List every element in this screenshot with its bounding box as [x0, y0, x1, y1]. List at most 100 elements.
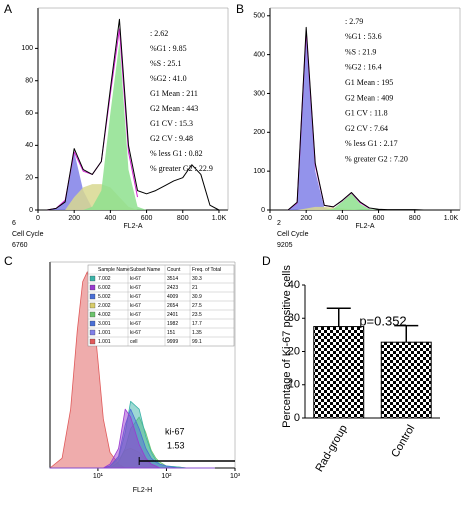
stat-line: %G1 : 9.85 — [150, 44, 187, 53]
x-tick-label: 400 — [337, 215, 349, 222]
stat-line: G2 CV : 7.64 — [345, 124, 388, 133]
x-tick-label: 10² — [161, 473, 172, 480]
table-cell: ki-67 — [130, 321, 141, 327]
bar — [380, 341, 432, 419]
stat-line: G1 CV : 15.3 — [150, 119, 193, 128]
x-tick-label: 0 — [268, 215, 272, 222]
table-cell: 30.9 — [192, 294, 202, 300]
table-swatch — [89, 275, 96, 282]
panel-note: 2 — [277, 220, 281, 227]
y-tick-label: 20 — [288, 345, 300, 357]
table-swatch — [89, 302, 96, 309]
y-tick-label: 200 — [253, 129, 265, 136]
table-cell: 99.1 — [192, 339, 202, 345]
y-tick-label: 80 — [25, 78, 33, 85]
x-tick-label: 10³ — [230, 473, 241, 480]
x-tick-label: 10¹ — [93, 473, 104, 480]
table-cell: 27.5 — [192, 303, 202, 309]
stat-line: G2 CV : 9.48 — [150, 134, 193, 143]
stat-line: % greater G2 : 7.20 — [345, 155, 408, 164]
table-cell: ki-67 — [130, 285, 141, 291]
stat-line: %S : 21.9 — [345, 47, 376, 56]
x-tick-label: Control — [389, 423, 417, 460]
bar — [313, 326, 365, 419]
y-axis-label: Percentage of Ki-67 positive cells — [281, 265, 293, 428]
table-swatch — [89, 284, 96, 291]
annotation: p=0.352 — [359, 313, 406, 328]
table-cell: 30.3 — [192, 276, 202, 282]
frame — [50, 261, 236, 468]
panel-label: B — [236, 2, 244, 16]
y-tick-label: 100 — [21, 45, 33, 52]
area — [270, 193, 451, 210]
y-tick-label: 500 — [253, 13, 265, 20]
stat-line: G1 Mean : 211 — [150, 89, 198, 98]
area — [270, 206, 451, 210]
stat-line: %G1 : 53.6 — [345, 32, 382, 41]
table-header: Freq. of Total — [192, 267, 221, 273]
stat-line: % less G1 : 2.17 — [345, 139, 398, 148]
panel-label: C — [4, 254, 13, 268]
area — [38, 184, 219, 210]
frame — [38, 7, 229, 210]
panel-note: Cell Cycle — [12, 231, 44, 238]
gate-label: ki-67 — [165, 426, 185, 436]
area — [38, 41, 219, 210]
table-cell: 151 — [167, 330, 176, 336]
x-tick-label: 0 — [36, 215, 40, 222]
table-cell: 2423 — [167, 285, 178, 291]
table-cell: 2.002 — [98, 303, 111, 309]
stat-line: %G2 : 16.4 — [345, 63, 382, 72]
y-tick-label: 10 — [288, 379, 300, 391]
table-cell: 2654 — [167, 303, 178, 309]
y-tick-label: 100 — [253, 168, 265, 175]
y-tick-label: 40 — [288, 279, 300, 291]
line — [270, 26, 451, 211]
x-axis-label: FL2-A — [123, 223, 142, 230]
stat-line: : 2.62 — [150, 29, 168, 38]
table-box — [87, 264, 235, 347]
panel-label: D — [262, 254, 271, 268]
stat-line: G1 Mean : 195 — [345, 78, 393, 87]
table-swatch — [89, 311, 96, 318]
table-cell: 23.5 — [192, 312, 202, 318]
stat-line: : 2.79 — [345, 17, 363, 26]
y-tick-label: 400 — [253, 51, 265, 58]
stat-line: %S : 25.1 — [150, 59, 181, 68]
table-swatch — [89, 329, 96, 336]
x-tick-label: 800 — [409, 215, 421, 222]
area — [49, 408, 215, 469]
table-header: Count — [167, 267, 181, 273]
panel-note: 9205 — [277, 242, 293, 249]
table-cell: ki-67 — [130, 312, 141, 318]
panel-label: A — [4, 2, 12, 16]
x-tick-label: Rad-group — [313, 423, 349, 474]
table-cell: 1.35 — [192, 330, 202, 336]
table-swatch — [89, 293, 96, 300]
table-cell: ki-67 — [130, 303, 141, 309]
area — [270, 31, 451, 210]
stat-line: % less G1 : 0.82 — [150, 149, 203, 158]
stat-line: G2 Mean : 409 — [345, 93, 393, 102]
table-swatch — [89, 320, 96, 327]
table-cell: 17.7 — [192, 321, 202, 327]
frame — [270, 7, 461, 210]
table-cell: 6.002 — [98, 285, 111, 291]
y-tick-label: 40 — [25, 142, 33, 149]
table-cell: 1.001 — [98, 330, 111, 336]
panel-note: 6760 — [12, 242, 28, 249]
table-cell: 4009 — [167, 294, 178, 300]
x-tick-label: 200 — [68, 215, 80, 222]
table-cell: 1982 — [167, 321, 178, 327]
y-tick-label: 0 — [261, 207, 265, 214]
x-tick-label: 800 — [177, 215, 189, 222]
panel-note: 6 — [12, 220, 16, 227]
table-cell: 3.001 — [98, 321, 111, 327]
table-cell: 2401 — [167, 312, 178, 318]
y-tick-label: 60 — [25, 110, 33, 117]
table-cell: 1.001 — [98, 339, 111, 345]
gate-value: 1.53 — [167, 440, 185, 450]
table-cell: cell — [130, 339, 138, 345]
line — [38, 18, 220, 211]
